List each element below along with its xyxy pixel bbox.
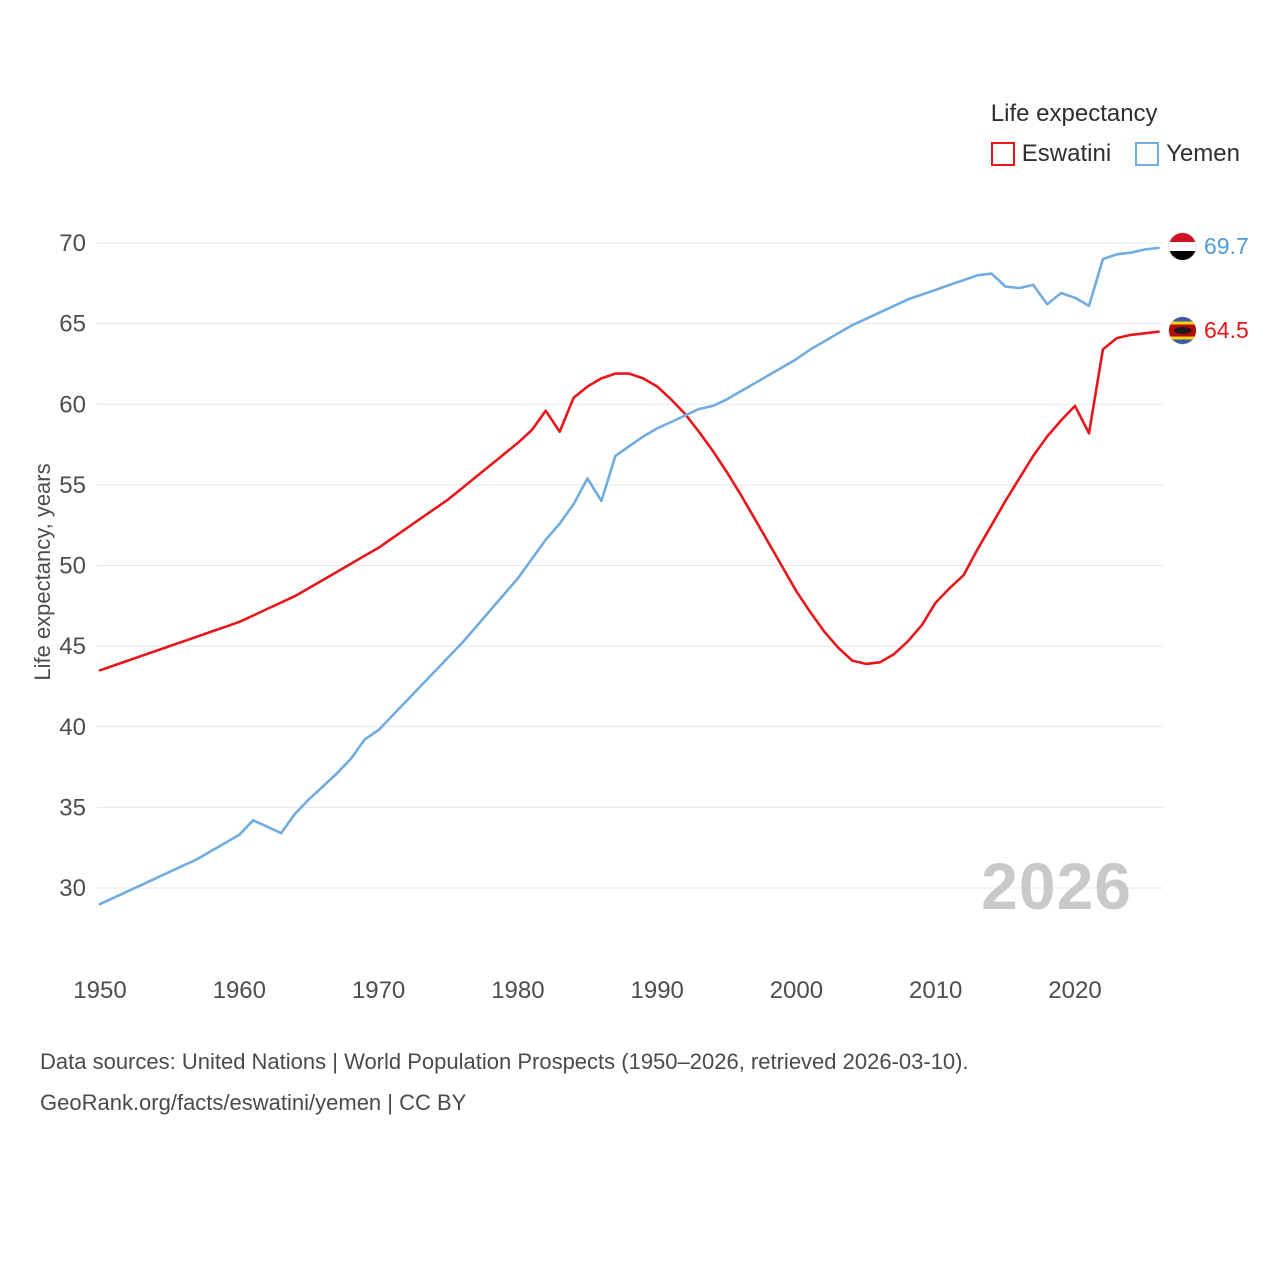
yemen-flag-icon — [1169, 233, 1196, 260]
legend-title: Life expectancy — [990, 100, 1158, 127]
x-tick-label: 1960 — [213, 977, 266, 1004]
legend-label-yemen: Yemen — [1166, 140, 1240, 167]
legend-item-eswatini: Eswatini — [990, 140, 1112, 168]
yemen-end-value: 69.7 — [1204, 233, 1249, 259]
yemen-series-swatch — [1135, 142, 1160, 166]
y-tick-label: 40 — [59, 714, 86, 741]
legend-label-eswatini: Eswatini — [1021, 140, 1112, 167]
watermark-year: 2026 — [981, 849, 1132, 923]
y-tick-label: 30 — [59, 875, 86, 902]
y-tick-label: 60 — [59, 391, 86, 418]
footer-line-1: Data sources: United Nations | World Pop… — [40, 1049, 969, 1074]
legend-item-yemen: Yemen — [1135, 140, 1240, 168]
eswatini-line — [98, 330, 1160, 672]
x-tick-label: 2000 — [770, 977, 823, 1004]
y-tick-label: 65 — [59, 311, 86, 338]
x-tick-label: 1990 — [631, 977, 684, 1004]
eswatini-series-swatch — [990, 142, 1015, 166]
x-tick-label: 2010 — [909, 977, 962, 1004]
y-tick-label: 55 — [59, 472, 86, 499]
x-tick-label: 2020 — [1048, 977, 1101, 1004]
legend-items: Eswatini Yemen — [990, 140, 1240, 168]
y-tick-label: 50 — [59, 553, 86, 580]
yemen-line — [98, 246, 1160, 906]
x-tick-label: 1980 — [491, 977, 544, 1004]
yemen-end-label: 69.7 — [1169, 233, 1249, 260]
x-tick-label: 1950 — [73, 977, 126, 1004]
y-tick-label: 70 — [59, 230, 86, 257]
y-tick-label: 45 — [59, 633, 86, 660]
footer-line-2: GeoRank.org/facts/eswatini/yemen | CC BY — [40, 1090, 467, 1115]
y-tick-label: 35 — [59, 794, 86, 821]
data-source-footer: Data sources: United Nations | World Pop… — [40, 1041, 969, 1123]
x-tick-label: 1970 — [352, 977, 405, 1004]
y-axis-title: Life expectancy, years — [30, 463, 55, 681]
eswatini-end-label: 64.5 — [1169, 317, 1249, 344]
legend: Life expectancy Eswatini Yemen — [990, 100, 1240, 168]
eswatini-flag-icon — [1169, 317, 1196, 344]
eswatini-end-value: 64.5 — [1204, 317, 1249, 343]
